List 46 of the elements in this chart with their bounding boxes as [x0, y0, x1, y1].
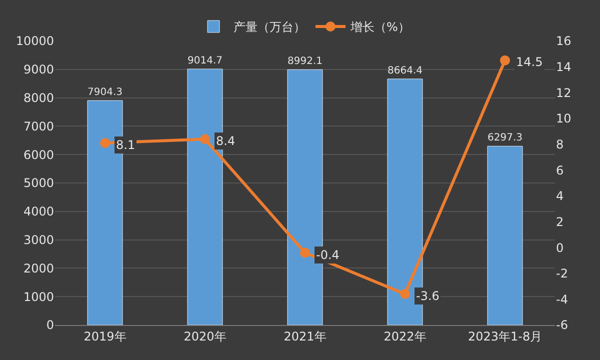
- data-label: 8992.1: [288, 56, 322, 68]
- y2-tick-label: 10: [556, 112, 572, 126]
- point: [500, 55, 510, 66]
- point: [300, 248, 310, 258]
- y2-tick-label: -6: [556, 318, 568, 332]
- bar: [487, 146, 523, 325]
- data-label: -3.6: [416, 289, 440, 303]
- data-label: 14.5: [516, 55, 543, 69]
- y2-tick-label: 14: [556, 60, 572, 74]
- y2-tick-label: 0: [556, 240, 564, 255]
- x-tick-label: 2023年1-8月: [468, 329, 542, 344]
- y2-tick-label: 16: [556, 34, 572, 48]
- y-tick-label: 7000: [23, 119, 54, 134]
- y-tick-label: 4000: [23, 204, 54, 219]
- y-tick-label: 8000: [23, 91, 54, 105]
- data-label: -0.4: [316, 248, 340, 262]
- y-tick-label: 2000: [23, 261, 54, 276]
- data-label: 8664.4: [388, 65, 422, 76]
- legend-label: 产量（万台）: [234, 20, 306, 34]
- y2-tick-label: 4: [556, 189, 564, 204]
- y-tick-label: 6000: [23, 148, 54, 162]
- y2-tick-label: 2: [556, 214, 564, 229]
- legend-label: 增长（%）: [350, 20, 410, 34]
- y2-tick-label: 12: [556, 86, 572, 100]
- data-label: 8.4: [216, 134, 236, 148]
- data-label: 7904.3: [88, 87, 122, 98]
- y-tick-label: 10000: [16, 34, 54, 48]
- y-tick-label: 0: [46, 318, 54, 332]
- y-tick-label: 5000: [23, 176, 54, 190]
- y2-tick-label: 8: [556, 137, 564, 152]
- x-tick-label: 2019年: [84, 329, 126, 344]
- y-tick-label: 1000: [23, 290, 54, 304]
- x-tick-label: 2022年: [384, 329, 426, 344]
- point: [200, 134, 210, 144]
- x-tick-label: 2020年: [184, 329, 226, 344]
- point: [400, 289, 410, 300]
- data-label: 6297.3: [488, 132, 522, 144]
- y2-tick-label: 6: [556, 163, 564, 178]
- y2-tick-label: -2: [556, 266, 568, 281]
- point: [100, 138, 110, 148]
- y2-tick-label: -4: [556, 292, 568, 306]
- data-label: 9014.7: [188, 55, 222, 66]
- data-label: 8.1: [116, 138, 136, 152]
- y-tick-label: 9000: [23, 62, 54, 77]
- y-tick-label: 3000: [23, 233, 54, 247]
- x-tick-label: 2021年: [284, 329, 326, 344]
